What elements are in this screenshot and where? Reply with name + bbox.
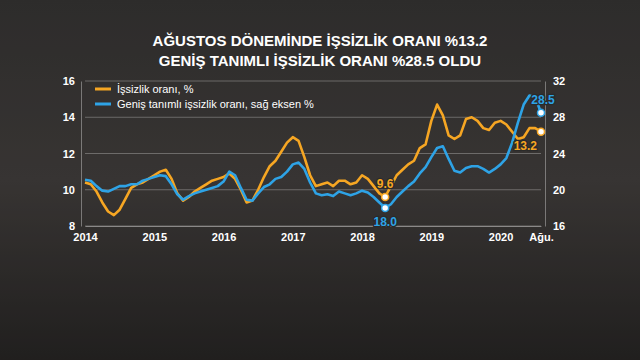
tick-label: 14 [63, 111, 76, 123]
tick: 12 [63, 148, 81, 160]
title: GENİŞ TANIMLI İŞSİZLİK ORANI %28.5 OLDU [159, 52, 481, 69]
grid-line [85, 153, 541, 154]
tick-label: 2018 [350, 231, 374, 243]
tick-label: 28 [553, 111, 565, 123]
tick: 2019 [420, 226, 444, 243]
legend: İşsizlik oranı, % Geniş tanımlı işsizlik … [95, 83, 314, 110]
tick: 2016 [212, 226, 236, 243]
tick-label: 2020 [489, 231, 513, 243]
tick: 2017 [281, 226, 305, 243]
tick: 32 [545, 75, 565, 87]
value-label: 9.6 [377, 177, 394, 191]
plot-lines [85, 96, 541, 216]
value-labels: 9.6 13.2 18.0 28.5 [373, 93, 555, 229]
point-marker [538, 128, 545, 135]
tick-label: Ağu. [529, 231, 553, 243]
chart: AĞUSTOS DÖNEMİNDE İŞSİZLİK ORANI %13.2 GE… [0, 0, 640, 360]
point-marker [538, 109, 545, 116]
tick: 14 [63, 111, 81, 123]
tick-label: 2015 [143, 231, 167, 243]
axis-line [86, 226, 542, 227]
y-axis: 810121416 [63, 75, 82, 232]
value-label: 28.5 [531, 93, 555, 107]
x-axis: 2014 2015 2016 2017 2018 2019 2020 Ağu. [73, 226, 553, 243]
legend-label: İşsizlik oranı, % [117, 83, 194, 95]
series-line [85, 105, 541, 216]
tick: 24 [545, 148, 566, 160]
tick-label: 20 [553, 184, 565, 196]
point-markers [382, 109, 545, 211]
point-marker [382, 204, 389, 211]
background [0, 0, 640, 360]
tick: 16 [63, 75, 81, 87]
tick: 2018 [350, 226, 374, 243]
grid-line [85, 81, 541, 82]
tick-label: 2016 [212, 231, 236, 243]
tick: 2020 [489, 226, 513, 243]
tick: 20 [545, 184, 565, 196]
title: AĞUSTOS DÖNEMİNDE İŞSİZLİK ORANI %13.2 [153, 32, 488, 49]
tick: 10 [63, 184, 81, 196]
legend-item: İşsizlik oranı, % [95, 83, 194, 95]
tick-label: 16 [553, 220, 565, 232]
value-label: 13.2 [514, 139, 538, 153]
point-marker [382, 194, 389, 201]
tick-label: 24 [553, 148, 566, 160]
legend-label: Geniş tanımlı işsizlik oranı, sağ eksen … [117, 98, 314, 110]
axis-line [81, 82, 82, 227]
tick-label: 10 [63, 184, 75, 196]
background-shade [0, 0, 640, 360]
tick-label: 12 [63, 148, 75, 160]
tick-label: 16 [63, 75, 75, 87]
legend-swatch [95, 88, 111, 91]
grid [85, 81, 541, 226]
tick-label: 2019 [420, 231, 444, 243]
tick-label: 2014 [73, 231, 98, 243]
series-line [85, 96, 541, 208]
legend-swatch [95, 103, 111, 106]
tick-label: 32 [553, 75, 565, 87]
tick: 2014 [73, 226, 98, 243]
tick: 28 [545, 111, 565, 123]
grid-line [85, 226, 541, 227]
tick-label: 2017 [281, 231, 305, 243]
legend-item: Geniş tanımlı işsizlik oranı, sağ eksen … [95, 98, 314, 110]
tick: 2015 [143, 226, 167, 243]
tick: Ağu. [529, 226, 553, 243]
value-label: 18.0 [373, 215, 397, 229]
